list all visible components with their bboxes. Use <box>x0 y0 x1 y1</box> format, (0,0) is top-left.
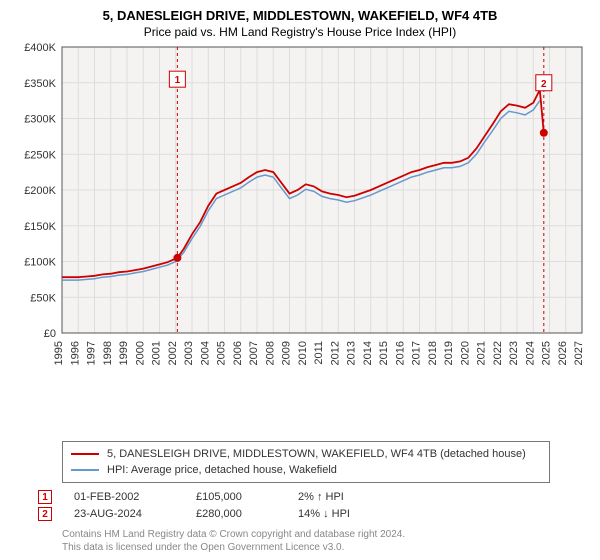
svg-text:2017: 2017 <box>411 341 423 365</box>
svg-text:2010: 2010 <box>297 341 309 365</box>
svg-text:2004: 2004 <box>199 341 211 365</box>
footer: Contains HM Land Registry data © Crown c… <box>62 528 588 554</box>
svg-text:2015: 2015 <box>378 341 390 365</box>
marker-price-1: £105,000 <box>196 491 276 503</box>
svg-text:2000: 2000 <box>134 341 146 365</box>
markers-list: 1 01-FEB-2002 £105,000 2% ↑ HPI 2 23-AUG-2024… <box>12 487 588 524</box>
legend-swatch-hpi <box>71 469 99 471</box>
svg-text:2003: 2003 <box>183 341 195 365</box>
svg-text:2002: 2002 <box>167 341 179 365</box>
svg-text:£200K: £200K <box>24 185 56 197</box>
title-line2: Price paid vs. HM Land Registry's House … <box>12 25 588 39</box>
svg-text:2026: 2026 <box>557 341 569 365</box>
svg-text:2005: 2005 <box>216 341 228 365</box>
footer-line2: This data is licensed under the Open Gov… <box>62 541 588 554</box>
svg-text:2006: 2006 <box>232 341 244 365</box>
svg-text:2016: 2016 <box>394 341 406 365</box>
legend-label-hpi: HPI: Average price, detached house, Wake… <box>107 464 337 476</box>
svg-text:£300K: £300K <box>24 114 56 126</box>
marker-date-1: 01-FEB-2002 <box>74 491 174 503</box>
legend: 5, DANESLEIGH DRIVE, MIDDLESTOWN, WAKEFI… <box>62 441 550 483</box>
svg-text:2009: 2009 <box>281 341 293 365</box>
legend-label-property: 5, DANESLEIGH DRIVE, MIDDLESTOWN, WAKEFI… <box>107 448 526 460</box>
svg-text:1: 1 <box>175 75 181 86</box>
svg-text:1996: 1996 <box>69 341 81 365</box>
svg-text:2024: 2024 <box>524 341 536 365</box>
svg-text:£400K: £400K <box>24 42 56 54</box>
marker-dot-1 <box>173 254 181 262</box>
legend-row-property: 5, DANESLEIGH DRIVE, MIDDLESTOWN, WAKEFI… <box>71 446 541 462</box>
marker-delta-1: 2% ↑ HPI <box>298 491 398 503</box>
svg-text:2022: 2022 <box>492 341 504 365</box>
svg-text:£100K: £100K <box>24 257 56 269</box>
marker-price-2: £280,000 <box>196 508 276 520</box>
svg-text:1998: 1998 <box>102 341 114 365</box>
svg-text:2007: 2007 <box>248 341 260 365</box>
svg-text:2011: 2011 <box>313 341 325 365</box>
svg-text:2014: 2014 <box>362 341 374 365</box>
svg-text:2: 2 <box>541 79 547 90</box>
svg-text:2001: 2001 <box>151 341 163 365</box>
marker-row-1: 1 01-FEB-2002 £105,000 2% ↑ HPI <box>38 490 588 504</box>
svg-text:£250K: £250K <box>24 149 56 161</box>
svg-text:2018: 2018 <box>427 341 439 365</box>
marker-row-2: 2 23-AUG-2024 £280,000 14% ↓ HPI <box>38 507 588 521</box>
marker-row-badge-1: 1 <box>38 490 52 504</box>
svg-text:2021: 2021 <box>476 341 488 365</box>
marker-delta-2: 14% ↓ HPI <box>298 508 398 520</box>
footer-line1: Contains HM Land Registry data © Crown c… <box>62 528 588 541</box>
svg-text:2013: 2013 <box>346 341 358 365</box>
svg-text:£350K: £350K <box>24 78 56 90</box>
svg-text:2027: 2027 <box>573 341 585 365</box>
svg-text:1995: 1995 <box>53 341 65 365</box>
svg-text:£150K: £150K <box>24 221 56 233</box>
svg-text:£0: £0 <box>44 328 56 340</box>
svg-text:2008: 2008 <box>264 341 276 365</box>
marker-row-badge-2: 2 <box>38 507 52 521</box>
svg-text:2023: 2023 <box>508 341 520 365</box>
svg-text:2025: 2025 <box>541 341 553 365</box>
svg-text:£50K: £50K <box>30 292 56 304</box>
marker-dot-2 <box>540 129 548 137</box>
marker-date-2: 23-AUG-2024 <box>74 508 174 520</box>
legend-swatch-property <box>71 453 99 455</box>
price-chart: £0 £50K £100K £150K £200K £250K £300K £350K £400… <box>12 39 588 369</box>
svg-text:1999: 1999 <box>118 341 130 365</box>
svg-text:2012: 2012 <box>329 341 341 365</box>
svg-text:1997: 1997 <box>86 341 98 365</box>
svg-text:2020: 2020 <box>459 341 471 365</box>
chart-area: £0 £50K £100K £150K £200K £250K £300K £350K £400… <box>12 39 588 435</box>
legend-row-hpi: HPI: Average price, detached house, Wake… <box>71 462 541 478</box>
chart-titles: 5, DANESLEIGH DRIVE, MIDDLESTOWN, WAKEFI… <box>12 8 588 39</box>
svg-text:2019: 2019 <box>443 341 455 365</box>
title-line1: 5, DANESLEIGH DRIVE, MIDDLESTOWN, WAKEFI… <box>12 8 588 23</box>
